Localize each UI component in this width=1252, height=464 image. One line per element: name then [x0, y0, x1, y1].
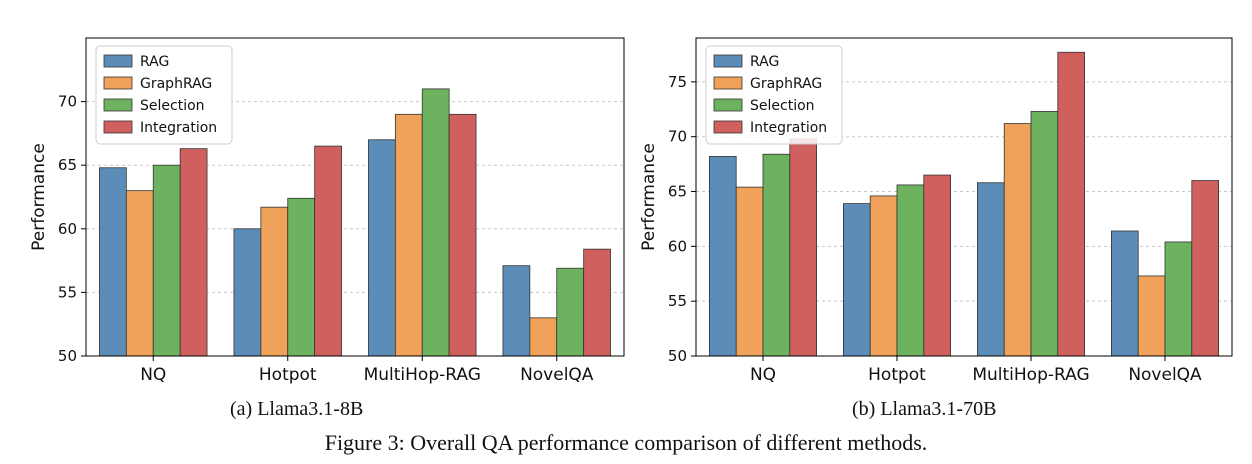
- bar-selection-hotpot: [287, 197, 316, 357]
- legend-swatch-integration: [103, 120, 133, 134]
- bar-integration-novelqa: [583, 248, 611, 357]
- x-tick-label: NovelQA: [1128, 365, 1202, 385]
- y-axis-label: Performance: [29, 143, 49, 251]
- bar-rag-hotpot: [843, 203, 871, 357]
- legend-label-integration: Integration: [750, 120, 827, 136]
- x-tick-label: NQ: [750, 365, 776, 385]
- bar-graphrag-multihop-rag: [1003, 123, 1032, 357]
- legend-swatch-rag: [713, 54, 743, 68]
- bar-rag-novelqa: [1111, 230, 1139, 357]
- legend-swatch-graphrag: [713, 76, 743, 90]
- bar-integration-hotpot: [314, 145, 342, 357]
- bar-graphrag-hotpot: [869, 195, 898, 357]
- bar-selection-hotpot: [896, 184, 925, 357]
- y-axis-label: Performance: [639, 143, 659, 251]
- bar-rag-multihop-rag: [368, 139, 396, 357]
- y-tick-label: 60: [668, 237, 687, 255]
- legend-label-graphrag: GraphRAG: [750, 76, 822, 92]
- legend: RAG GraphRAG Selection Integration: [705, 45, 843, 145]
- x-tick-label: MultiHop-RAG: [364, 365, 481, 385]
- x-tick-label: Hotpot: [259, 365, 317, 385]
- bar-selection-novelqa: [556, 267, 585, 357]
- bar-integration-multihop-rag: [1057, 51, 1086, 357]
- legend-label-rag: RAG: [750, 54, 779, 70]
- bar-graphrag-nq: [735, 186, 764, 357]
- bar-integration-novelqa: [1191, 180, 1220, 357]
- x-tick-label: MultiHop-RAG: [972, 365, 1089, 385]
- bar-graphrag-novelqa: [1137, 275, 1166, 357]
- bar-rag-multihop-rag: [977, 182, 1005, 357]
- legend: RAG GraphRAG Selection Integration: [95, 45, 233, 145]
- y-tick-label: 55: [668, 292, 687, 310]
- legend-swatch-selection: [713, 98, 743, 112]
- bar-graphrag-novelqa: [529, 317, 558, 357]
- subcaption-a: (a) Llama3.1-8B: [230, 398, 364, 420]
- axes-frame: [695, 37, 1233, 357]
- bar-rag-nq: [99, 167, 127, 357]
- legend-label-selection: Selection: [140, 98, 205, 114]
- x-tick-label: NQ: [140, 365, 166, 385]
- y-tick-label: 75: [668, 73, 687, 91]
- bar-graphrag-hotpot: [260, 206, 289, 357]
- legend-label-rag: RAG: [140, 54, 169, 70]
- legend-label-selection: Selection: [750, 98, 815, 114]
- y-tick-label: 70: [668, 128, 687, 146]
- legend-swatch-rag: [103, 54, 133, 68]
- bar-integration-hotpot: [923, 174, 951, 357]
- bar-rag-novelqa: [502, 265, 531, 357]
- legend-label-integration: Integration: [140, 120, 217, 136]
- legend-box: [705, 45, 843, 145]
- legend-box: [95, 45, 233, 145]
- legend-label-graphrag: GraphRAG: [140, 76, 212, 92]
- y-tick-label: 70: [58, 93, 77, 111]
- plot-area: 50 55 60 65 70 NQ Hotpot MultiHop-RAG NovelQA Per…: [29, 37, 625, 385]
- axes-frame: [85, 37, 625, 357]
- bar-selection-novelqa: [1164, 241, 1193, 357]
- y-tick-label: 55: [58, 283, 77, 301]
- bar-selection-nq: [762, 153, 791, 357]
- legend-swatch-graphrag: [103, 76, 133, 90]
- y-tick-label: 60: [58, 220, 77, 238]
- y-tick-label: 65: [58, 156, 77, 174]
- bar-selection-multihop-rag: [1030, 111, 1059, 357]
- bar-rag-hotpot: [233, 228, 262, 357]
- y-tick-label: 50: [668, 347, 687, 365]
- bar-rag-nq: [709, 156, 737, 357]
- y-tick-label: 65: [668, 183, 687, 201]
- legend-swatch-integration: [713, 120, 743, 134]
- y-tick-label: 50: [58, 347, 77, 365]
- legend-swatch-selection: [103, 98, 133, 112]
- subcaption-b: (b) Llama3.1-70B: [852, 398, 997, 420]
- bar-integration-nq: [789, 138, 817, 357]
- x-tick-label: Hotpot: [868, 365, 926, 385]
- plot-area: 50 55 60 65 70 75 NQ Hotpot MultiHop-RAG NovelQA P…: [639, 37, 1233, 385]
- x-tick-label: NovelQA: [520, 365, 594, 385]
- figure-caption: Figure 3: Overall QA performance compari…: [324, 430, 928, 455]
